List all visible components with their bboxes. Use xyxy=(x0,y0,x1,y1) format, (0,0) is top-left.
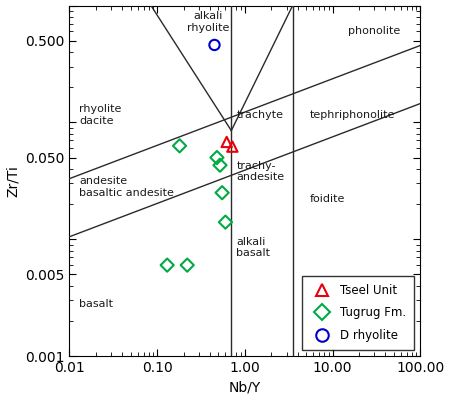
Point xyxy=(219,190,226,196)
Point xyxy=(222,219,229,225)
Point xyxy=(223,139,230,145)
Text: foidite: foidite xyxy=(310,194,345,204)
Point xyxy=(164,262,171,268)
Text: trachy-
andesite: trachy- andesite xyxy=(236,161,284,182)
Point xyxy=(211,42,218,48)
Text: tephriphonolite: tephriphonolite xyxy=(310,110,395,120)
Text: trachyte: trachyte xyxy=(236,110,284,120)
Y-axis label: Zr/Ti: Zr/Ti xyxy=(5,165,19,197)
Point xyxy=(216,162,224,168)
Text: rhyolite
dacite: rhyolite dacite xyxy=(80,104,122,126)
Text: alkali
rhyolite: alkali rhyolite xyxy=(187,12,229,33)
X-axis label: Nb/Y: Nb/Y xyxy=(229,380,261,394)
Text: andesite
basaltic andesite: andesite basaltic andesite xyxy=(80,176,174,198)
Point xyxy=(213,154,220,161)
Point xyxy=(176,143,183,149)
Legend: Tseel Unit, Tugrug Fm., D rhyolite: Tseel Unit, Tugrug Fm., D rhyolite xyxy=(302,276,414,350)
Text: alkali
basalt: alkali basalt xyxy=(236,237,270,258)
Text: basalt: basalt xyxy=(80,299,113,309)
Point xyxy=(229,144,236,150)
Text: phonolite: phonolite xyxy=(348,26,400,36)
Point xyxy=(184,262,191,268)
